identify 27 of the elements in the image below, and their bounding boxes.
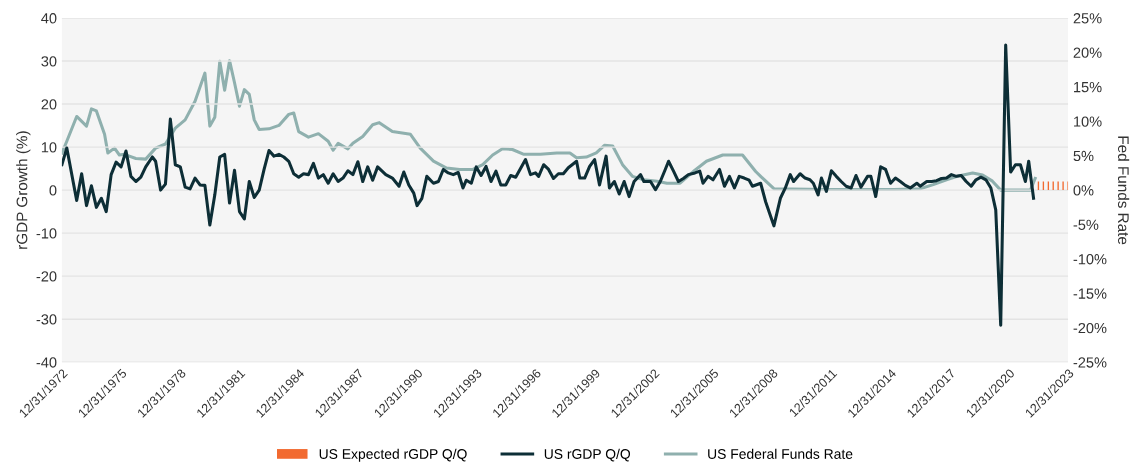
y2-tick-label: -15%: [1073, 288, 1107, 299]
y-tick-label: 20: [41, 99, 57, 110]
y-tick-label: 0: [49, 185, 57, 196]
y-tick-label: -20: [36, 271, 57, 282]
y-axis-title: rGDP Growth (%): [16, 131, 31, 249]
y-tick-label: -30: [36, 314, 57, 325]
y2-tick-label: 25%: [1073, 13, 1102, 24]
y2-tick-label: -25%: [1073, 357, 1107, 368]
y-tick-label: 10: [41, 142, 57, 153]
legend-label: US Expected rGDP Q/Q: [319, 448, 467, 462]
y-tick-label: 40: [41, 13, 57, 24]
y2-tick-label: -20%: [1073, 322, 1107, 334]
line-series: [61, 43, 1036, 327]
y2-tick-label: 0%: [1073, 185, 1094, 196]
legend-label: US rGDP Q/Q: [544, 448, 631, 462]
line-series: [61, 59, 1037, 192]
y2-tick-label: 15%: [1074, 82, 1102, 93]
legend-label: US Federal Funds Rate: [708, 448, 853, 459]
y2-tick-label: 20%: [1073, 47, 1102, 58]
y2-tick-label: -5%: [1073, 219, 1099, 230]
y2-axis-title: Fed Funds Rate: [1117, 136, 1130, 245]
y-tick-label: -10: [36, 228, 57, 239]
y2-tick-label: 5%: [1073, 150, 1094, 162]
y-tick-label: -40: [36, 357, 57, 368]
y2-tick-label: -10%: [1073, 254, 1107, 265]
y-tick-label: 30: [41, 56, 57, 67]
y2-tick-label: 10%: [1074, 116, 1102, 127]
